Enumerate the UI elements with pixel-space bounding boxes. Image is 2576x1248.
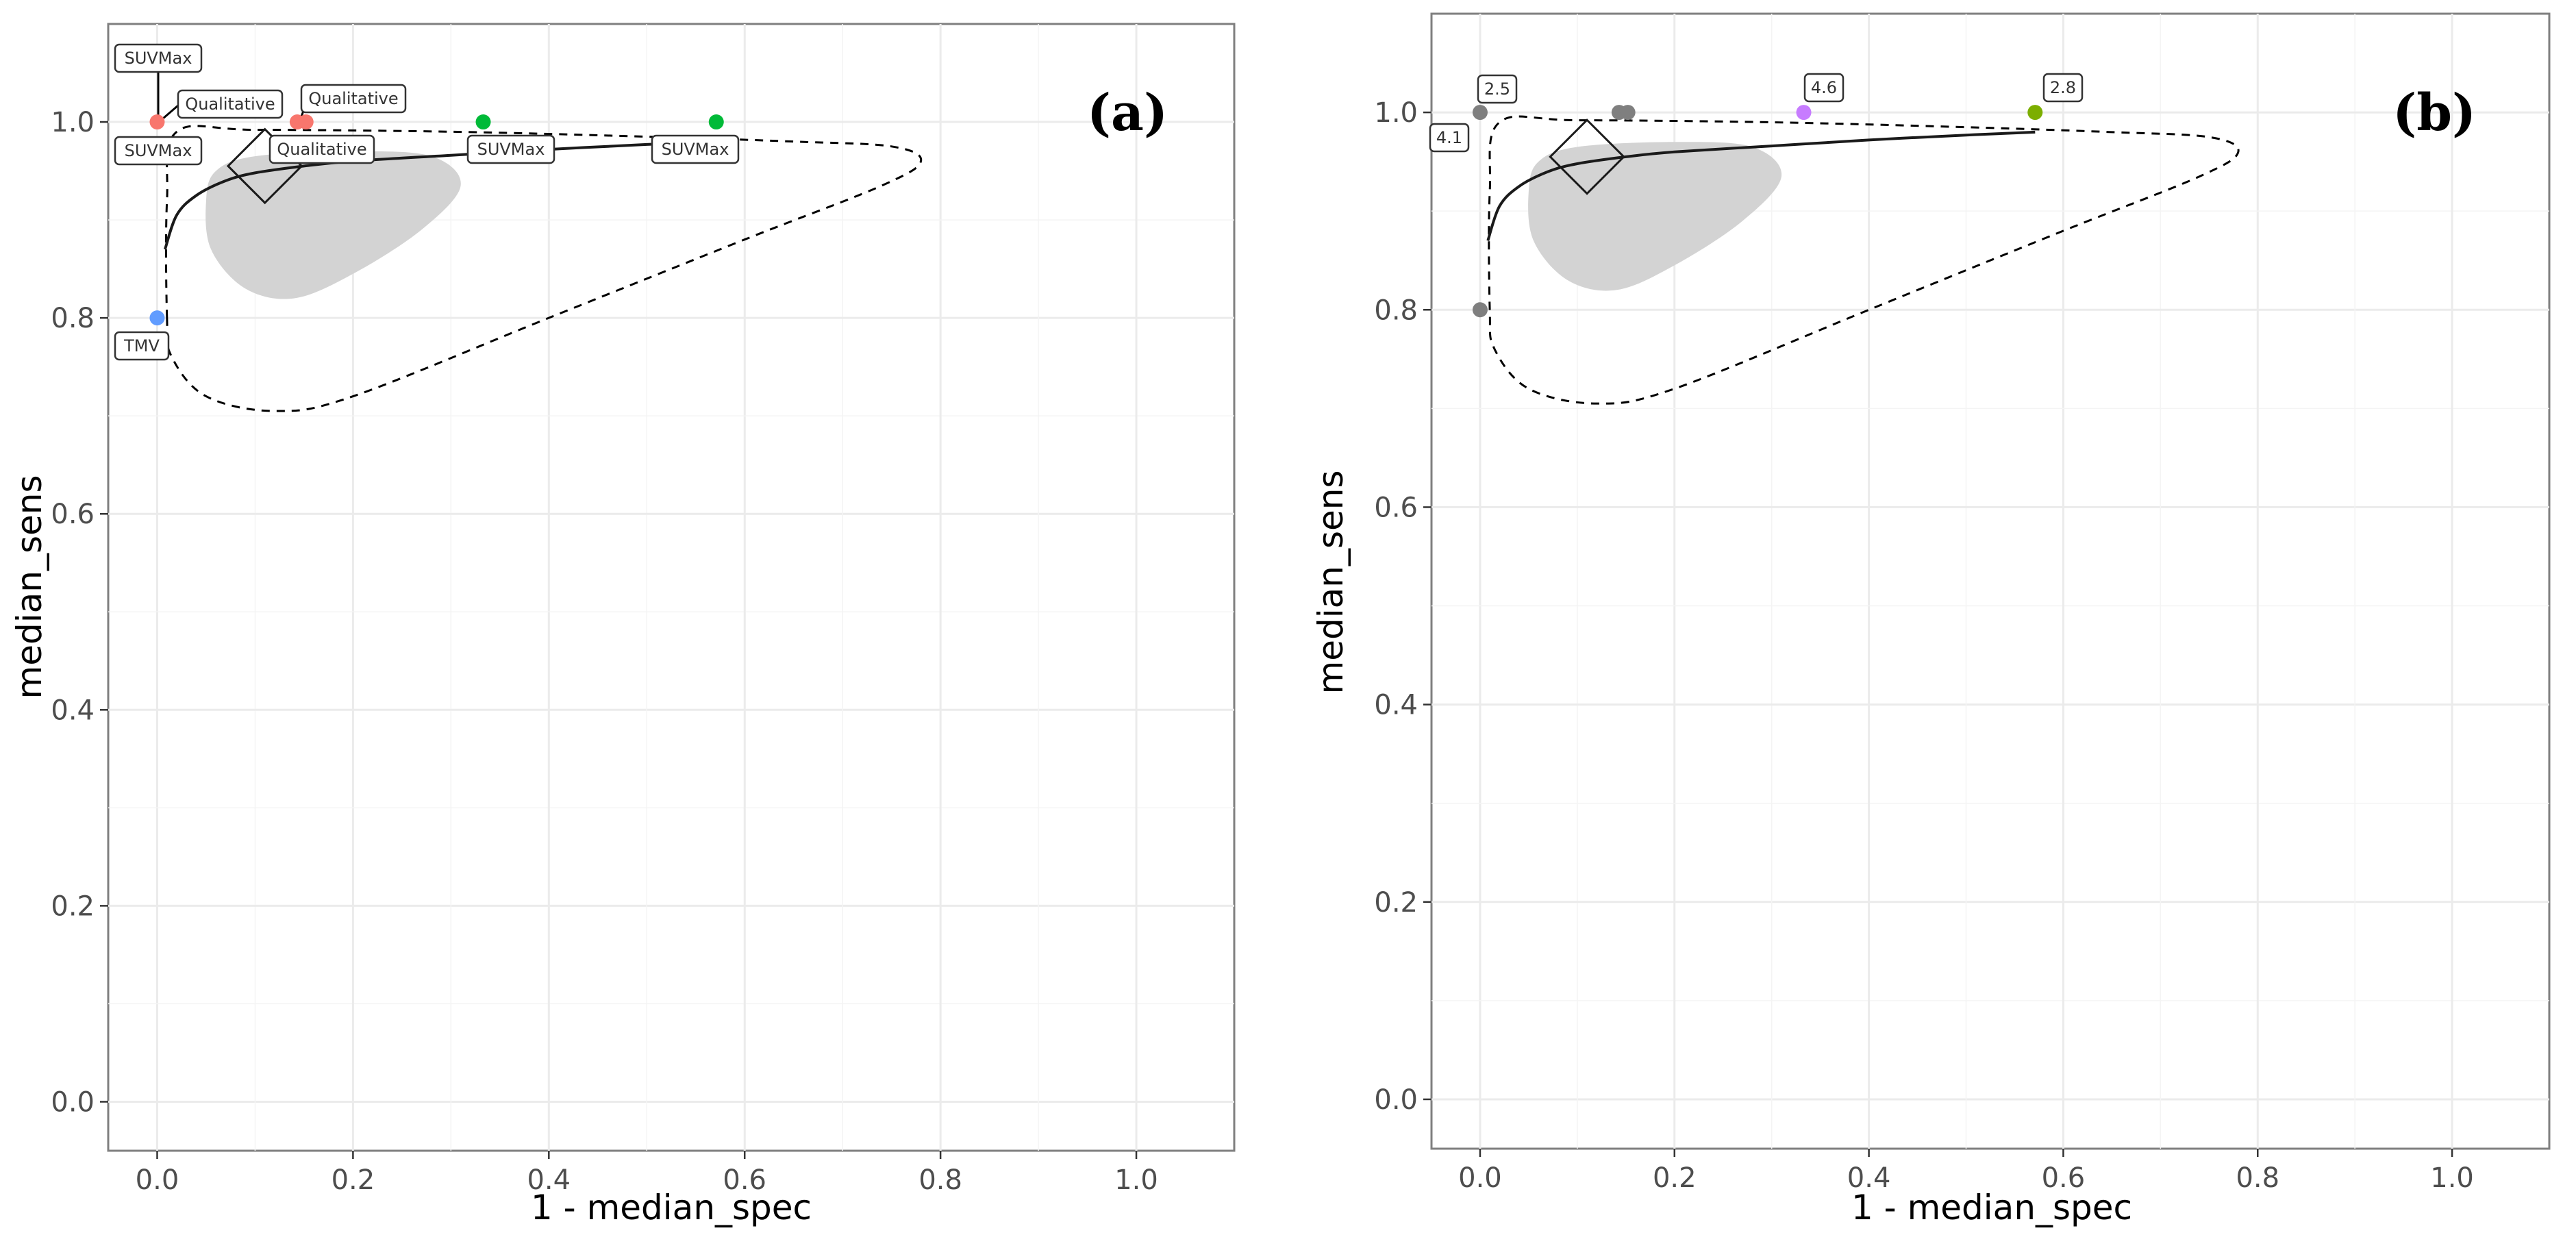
x-tick-label: 0.6: [723, 1164, 766, 1196]
point-label: 2.8: [2042, 73, 2084, 103]
y-tick-label: 0.6: [51, 499, 95, 530]
sroc-curve: [1486, 130, 2036, 242]
svg-text:2.5: 2.5: [1484, 79, 1510, 99]
gridlines: [108, 24, 1234, 1151]
svg-text:SUVMax: SUVMax: [477, 140, 545, 159]
y-tick-label: 0.2: [1374, 887, 1418, 919]
point-label: 4.1: [1429, 123, 1470, 153]
point-label: Qualitative: [268, 134, 375, 164]
svg-text:TMV: TMV: [123, 336, 160, 355]
data-point: [149, 114, 165, 130]
prediction-region: [1488, 115, 2240, 405]
point-label: Qualitative: [300, 84, 407, 114]
x-tick-label: 0.2: [1653, 1162, 1697, 1194]
y-tick-label: 0.8: [1374, 295, 1418, 326]
data-points: [149, 114, 724, 326]
point-label: SUVMax: [114, 43, 203, 73]
summary-point: [1549, 118, 1625, 195]
panel-b: 0.0 0.2 0.4 0.6 0.8 1.0 0.0 0.2 0.4 0.6 0.8 1.0 2.5…: [1288, 0, 2575, 1248]
x-axis-title: 1 - median_spec: [531, 1188, 812, 1227]
svg-text:Qualitative: Qualitative: [277, 140, 366, 159]
x-tick-label: 0.4: [527, 1164, 571, 1196]
y-tick-label: 0.0: [1374, 1084, 1418, 1116]
x-tick-label: 0.6: [2042, 1162, 2086, 1194]
data-point: [1472, 105, 1488, 121]
svg-text:4.6: 4.6: [1811, 78, 1837, 97]
x-tick-label: 0.8: [918, 1164, 962, 1196]
data-point: [1472, 302, 1488, 318]
data-point: [149, 310, 165, 326]
chart-b-svg: 0.0 0.2 0.4 0.6 0.8 1.0 0.0 0.2 0.4 0.6 0.8 1.0 2.5…: [1311, 12, 2551, 1227]
data-point: [2027, 105, 2043, 121]
panel-label: (a): [1087, 84, 1168, 142]
prediction-region: [164, 125, 923, 412]
y-axis-title: median_sens: [10, 475, 49, 699]
y-tick-label: 0.4: [1374, 690, 1418, 721]
axis-ticks: 0.0 0.2 0.4 0.6 0.8 1.0 0.0 0.2 0.4 0.6 0.8 1.0: [51, 107, 1158, 1196]
axis-ticks: 0.0 0.2 0.4 0.6 0.8 1.0 0.0 0.2 0.4 0.6 0.8 1.0: [1374, 97, 2474, 1194]
confidence-region: [205, 151, 461, 299]
point-label: SUVMax: [466, 134, 555, 164]
point-label: Qualitative: [177, 89, 284, 119]
gridlines: [1431, 14, 2549, 1149]
x-tick-label: 0.8: [2236, 1162, 2279, 1194]
data-point: [298, 114, 314, 130]
y-tick-label: 0.6: [1374, 492, 1418, 523]
x-tick-label: 0.0: [136, 1164, 179, 1196]
y-tick-label: 1.0: [1374, 97, 1418, 129]
panel-label: (b): [2392, 84, 2476, 142]
data-point: [1796, 105, 1812, 121]
svg-text:SUVMax: SUVMax: [125, 49, 192, 68]
point-label: 2.5: [1477, 74, 1518, 104]
y-tick-label: 1.0: [51, 107, 95, 138]
x-tick-label: 0.2: [332, 1164, 375, 1196]
y-axis-title: median_sens: [1311, 471, 1351, 695]
y-tick-label: 0.8: [51, 303, 95, 334]
point-label: SUVMax: [651, 134, 740, 164]
svg-text:SUVMax: SUVMax: [125, 141, 192, 160]
data-point: [708, 114, 724, 130]
x-tick-label: 0.4: [1847, 1162, 1891, 1194]
x-tick-label: 0.0: [1458, 1162, 1502, 1194]
svg-text:Qualitative: Qualitative: [185, 95, 275, 114]
svg-text:4.1: 4.1: [1436, 128, 1462, 147]
confidence-region: [1528, 142, 1782, 291]
data-point: [1620, 105, 1636, 121]
data-points: [1472, 105, 2043, 318]
y-tick-label: 0.4: [51, 695, 95, 726]
svg-text:2.8: 2.8: [2050, 78, 2076, 97]
x-tick-label: 1.0: [2430, 1162, 2474, 1194]
point-label: SUVMax: [114, 136, 203, 166]
y-tick-label: 0.2: [51, 890, 95, 922]
svg-text:SUVMax: SUVMax: [662, 140, 729, 159]
y-tick-label: 0.0: [51, 1086, 95, 1118]
x-axis-title: 1 - median_spec: [1851, 1188, 2132, 1227]
panel-a: 0.0 0.2 0.4 0.6 0.8 1.0 0.0 0.2 0.4 0.6 0.8 1.0 SUV…: [10, 23, 1236, 1227]
x-tick-label: 1.0: [1114, 1164, 1158, 1196]
data-point: [475, 114, 491, 130]
svg-text:Qualitative: Qualitative: [308, 89, 398, 108]
point-label: TMV: [114, 331, 170, 361]
chart-a-svg: 0.0 0.2 0.4 0.6 0.8 1.0 0.0 0.2 0.4 0.6 0.8 1.0 SUV…: [10, 23, 1236, 1227]
point-label: 4.6: [1803, 73, 1845, 103]
